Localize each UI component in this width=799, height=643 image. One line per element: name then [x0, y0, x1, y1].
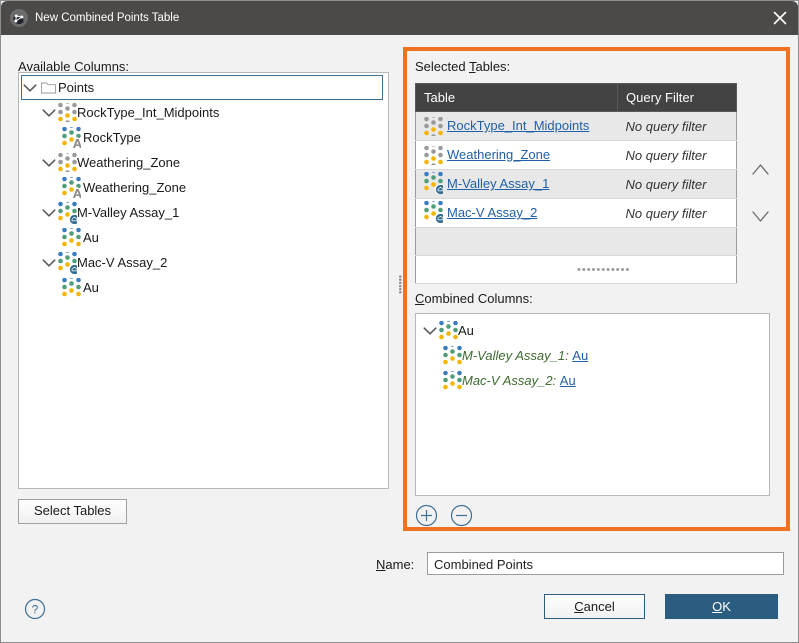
svg-text:?: ? [32, 603, 39, 617]
